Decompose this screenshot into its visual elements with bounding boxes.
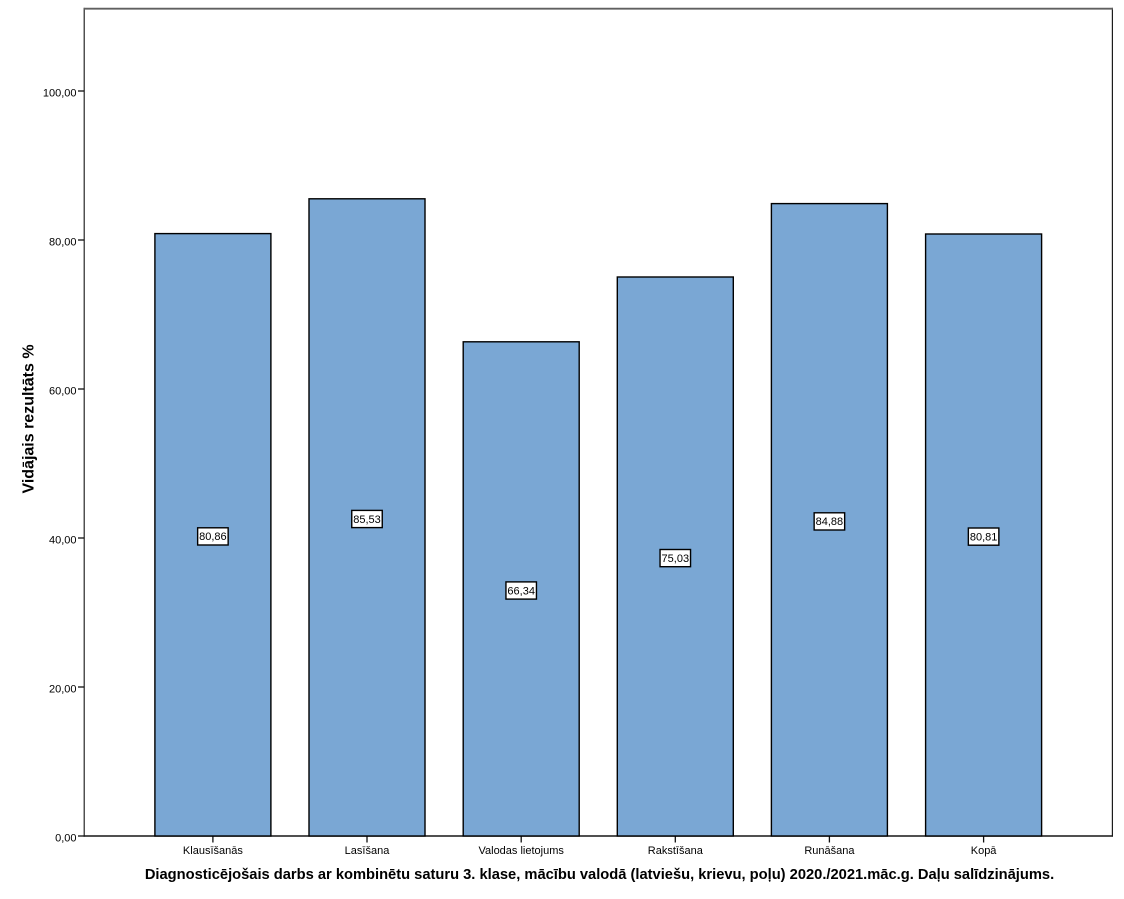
svg-text:80,00: 80,00 — [49, 237, 77, 249]
svg-text:Valodas lietojums: Valodas lietojums — [478, 845, 564, 857]
svg-text:0,00: 0,00 — [55, 833, 76, 845]
svg-text:85,53: 85,53 — [353, 514, 381, 526]
svg-text:Lasīšana: Lasīšana — [345, 845, 391, 857]
svg-text:Kopā: Kopā — [971, 845, 998, 857]
svg-text:75,03: 75,03 — [662, 553, 690, 565]
svg-text:Rakstīšana: Rakstīšana — [648, 845, 704, 857]
svg-text:Vidājais rezultāts %: Vidājais rezultāts % — [21, 344, 38, 493]
svg-text:Diagnosticējošais darbs ar kom: Diagnosticējošais darbs ar kombinētu sat… — [145, 867, 1054, 883]
svg-text:40,00: 40,00 — [49, 535, 77, 547]
svg-text:80,81: 80,81 — [970, 531, 998, 543]
svg-text:Runāšana: Runāšana — [804, 845, 855, 857]
svg-text:60,00: 60,00 — [49, 386, 77, 398]
svg-text:100,00: 100,00 — [43, 88, 77, 100]
svg-text:80,86: 80,86 — [199, 531, 227, 543]
svg-text:66,34: 66,34 — [507, 585, 535, 597]
svg-text:84,88: 84,88 — [816, 516, 844, 528]
svg-text:20,00: 20,00 — [49, 684, 77, 696]
svg-text:Klausīšanās: Klausīšanās — [183, 845, 243, 857]
